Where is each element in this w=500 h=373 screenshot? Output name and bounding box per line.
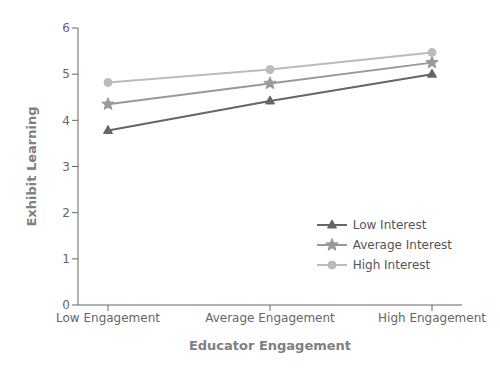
svg-text:6: 6 xyxy=(62,21,70,35)
svg-text:Average Engagement: Average Engagement xyxy=(205,311,335,325)
svg-text:High Engagement: High Engagement xyxy=(378,311,486,325)
html-text:Low Interest: Low Interest xyxy=(352,218,427,232)
svg-text:1: 1 xyxy=(62,252,70,266)
svg-text:2: 2 xyxy=(62,206,70,220)
svg-text:Exhibit Learning: Exhibit Learning xyxy=(24,106,39,226)
html-text:High Interest: High Interest xyxy=(352,258,431,272)
svg-text:5: 5 xyxy=(62,67,70,81)
svg-text:3: 3 xyxy=(62,160,70,174)
svg-text:0: 0 xyxy=(62,298,70,312)
svg-text:Educator Engagement: Educator Engagement xyxy=(189,338,351,353)
svg-text:Low Engagement: Low Engagement xyxy=(56,311,160,325)
svg-text:4: 4 xyxy=(62,114,70,128)
html-text:Average Interest: Average Interest xyxy=(352,238,452,252)
